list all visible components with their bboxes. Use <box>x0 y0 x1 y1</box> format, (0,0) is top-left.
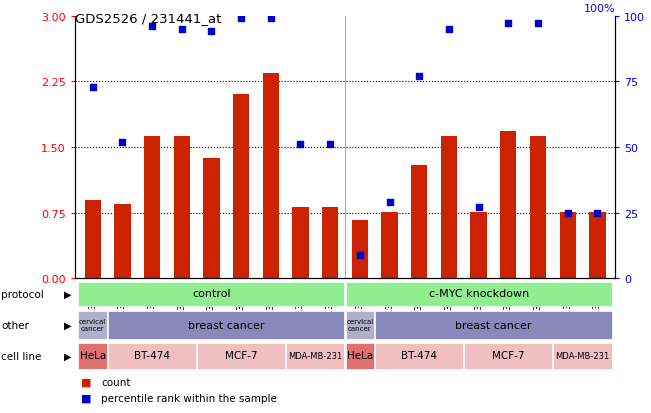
Text: c-MYC knockdown: c-MYC knockdown <box>428 289 529 299</box>
Text: count: count <box>101 377 130 387</box>
Text: breast cancer: breast cancer <box>455 320 532 330</box>
Bar <box>376 311 612 339</box>
Bar <box>144 137 160 279</box>
Bar <box>197 343 285 369</box>
Bar <box>108 343 196 369</box>
Bar <box>78 311 107 339</box>
Point <box>147 24 158 30</box>
Point <box>414 74 424 80</box>
Point <box>562 210 573 216</box>
Bar <box>464 343 552 369</box>
Point <box>533 21 543 28</box>
Bar <box>78 282 344 306</box>
Text: control: control <box>192 289 230 299</box>
Text: cervical
cancer: cervical cancer <box>346 318 374 331</box>
Point <box>355 252 365 259</box>
Text: other: other <box>1 320 29 330</box>
Point <box>503 21 514 28</box>
Text: MCF-7: MCF-7 <box>492 351 525 361</box>
Bar <box>441 137 457 279</box>
Text: percentile rank within the sample: percentile rank within the sample <box>101 393 277 403</box>
Text: ■: ■ <box>81 377 92 387</box>
Bar <box>530 137 546 279</box>
Point <box>266 16 276 22</box>
Text: ▶: ▶ <box>64 351 72 361</box>
Point <box>87 84 98 90</box>
Text: 100%: 100% <box>583 4 615 14</box>
Text: HeLa: HeLa <box>79 351 106 361</box>
Text: ▶: ▶ <box>64 320 72 330</box>
Text: cell line: cell line <box>1 351 42 361</box>
Text: BT-474: BT-474 <box>401 351 437 361</box>
Text: MDA-MB-231: MDA-MB-231 <box>288 351 342 360</box>
Bar <box>262 74 279 279</box>
Point <box>592 210 603 216</box>
Bar <box>346 343 374 369</box>
Text: GDS2526 / 231441_at: GDS2526 / 231441_at <box>75 12 221 25</box>
Point <box>117 139 128 146</box>
Bar <box>78 343 107 369</box>
Bar <box>352 220 368 279</box>
Bar <box>286 343 344 369</box>
Bar <box>203 158 219 279</box>
Bar <box>322 207 339 279</box>
Text: ▶: ▶ <box>64 289 72 299</box>
Text: MDA-MB-231: MDA-MB-231 <box>555 351 610 360</box>
Bar <box>85 200 101 279</box>
Bar <box>411 165 428 279</box>
Point <box>325 142 335 148</box>
Text: HeLa: HeLa <box>347 351 373 361</box>
Point <box>473 205 484 211</box>
Bar <box>553 343 612 369</box>
Point <box>236 16 246 22</box>
Text: cervical
cancer: cervical cancer <box>79 318 106 331</box>
Bar <box>114 204 131 279</box>
Bar <box>346 311 374 339</box>
Bar <box>471 212 487 279</box>
Bar <box>500 132 516 279</box>
Bar <box>346 282 612 306</box>
Text: BT-474: BT-474 <box>134 351 170 361</box>
Point <box>176 26 187 33</box>
Bar <box>174 137 190 279</box>
Bar <box>233 95 249 279</box>
Bar <box>376 343 464 369</box>
Point <box>206 29 217 36</box>
Text: ■: ■ <box>81 393 92 403</box>
Bar <box>559 212 576 279</box>
Point <box>296 142 306 148</box>
Text: breast cancer: breast cancer <box>188 320 264 330</box>
Bar <box>108 311 344 339</box>
Bar <box>292 207 309 279</box>
Bar <box>589 212 605 279</box>
Point <box>444 26 454 33</box>
Bar <box>381 212 398 279</box>
Point <box>384 199 395 206</box>
Text: MCF-7: MCF-7 <box>225 351 257 361</box>
Text: protocol: protocol <box>1 289 44 299</box>
